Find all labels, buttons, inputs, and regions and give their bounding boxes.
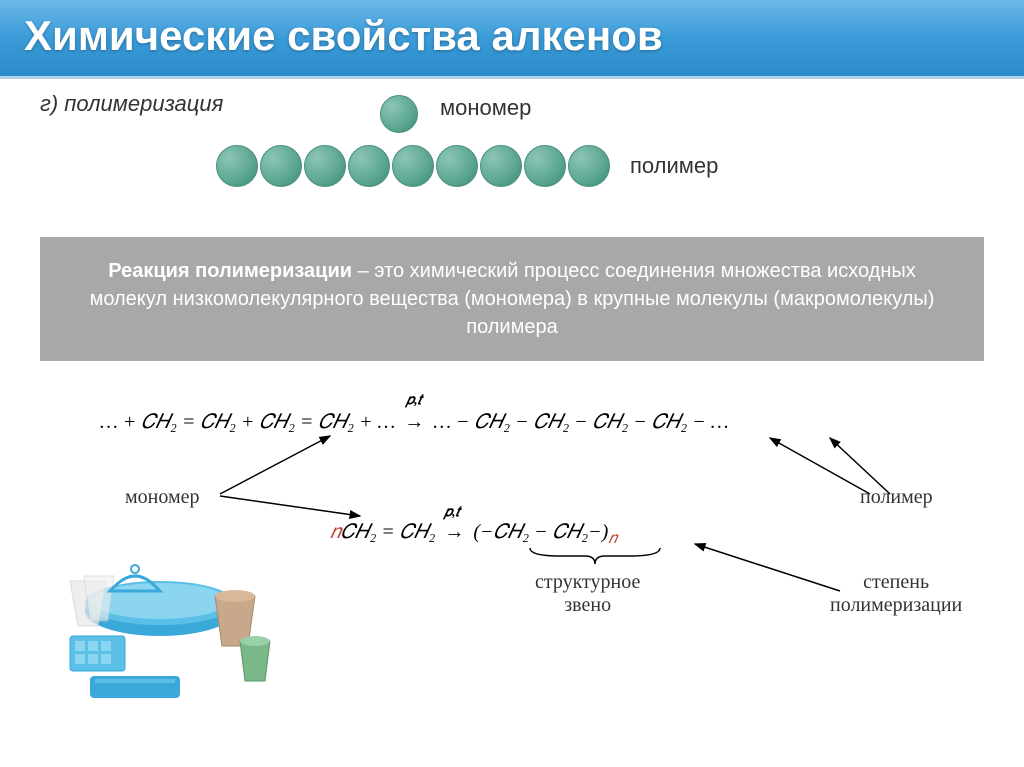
monomer-sphere [524,145,566,187]
structural-unit-l2: звено [535,594,640,617]
definition-box: Реакция полимеризации – это химический п… [40,237,984,361]
monomer-sphere [260,145,302,187]
eq2-left: 𝐶𝐻₂ = 𝐶𝐻₂ [341,521,436,543]
degree-l2: полимеризации [830,594,962,617]
monomer-sphere [392,145,434,187]
arrow-monomer-1 [160,426,380,526]
monomer-sphere [304,145,346,187]
annotation-polymer: полимер [860,486,933,509]
annotation-monomer: мономер [125,486,200,509]
eq1-left: … + 𝐶𝐻₂ = 𝐶𝐻₂ + 𝐶𝐻₂ = 𝐶𝐻₂ + … [100,411,395,433]
annotation-degree: степень полимеризации [830,571,962,617]
eq2-right: (−𝐶𝐻₂ − 𝐶𝐻₂−) [473,521,608,543]
eq1-right: … − 𝐶𝐻₂ − 𝐶𝐻₂ − 𝐶𝐻₂ − 𝐶𝐻₂ − … [433,411,728,433]
eq2-pt: 𝑝,𝑡 [444,505,460,521]
slide-content: г) полимеризация мономер полимер Реакция… [0,79,1024,723]
equation-2: 𝑛𝐶𝐻₂ = 𝐶𝐻₂ 𝑝,𝑡 → (−𝐶𝐻₂ − 𝐶𝐻₂−)𝑛 [330,521,617,548]
plastic-products-illustration [60,541,280,701]
monomer-sphere [380,95,418,133]
monomer-sphere [436,145,478,187]
definition-term: Реакция полимеризации [108,260,352,282]
slide-title: Химические свойства алкенов [24,12,1000,60]
equation-1: … + 𝐶𝐻₂ = 𝐶𝐻₂ + 𝐶𝐻₂ = 𝐶𝐻₂ + … 𝑝,𝑡 → … − … [100,411,729,434]
eq1-pt: 𝑝,𝑡 [406,393,422,409]
monomer-sphere [480,145,522,187]
structural-unit-l1: структурное [535,571,640,594]
eq2-arrow: → [444,521,464,543]
equation-area: … + 𝐶𝐻₂ = 𝐶𝐻₂ + 𝐶𝐻₂ = 𝐶𝐻₂ + … 𝑝,𝑡 → … − … [40,391,984,711]
monomer-sphere [568,145,610,187]
eq2-n-sub: 𝑛 [608,530,617,547]
monomer-sphere [348,145,390,187]
polymer-label: полимер [630,153,718,179]
monomer-diagram: мономер полимер [40,127,984,227]
slide-header: Химические свойства алкенов [0,0,1024,79]
eq1-arrow: → [404,411,424,433]
eq2-n: 𝑛 [330,521,341,543]
annotation-structural-unit: структурное звено [535,571,640,617]
degree-l1: степень [830,571,962,594]
monomer-label: мономер [440,95,531,121]
monomer-sphere [216,145,258,187]
